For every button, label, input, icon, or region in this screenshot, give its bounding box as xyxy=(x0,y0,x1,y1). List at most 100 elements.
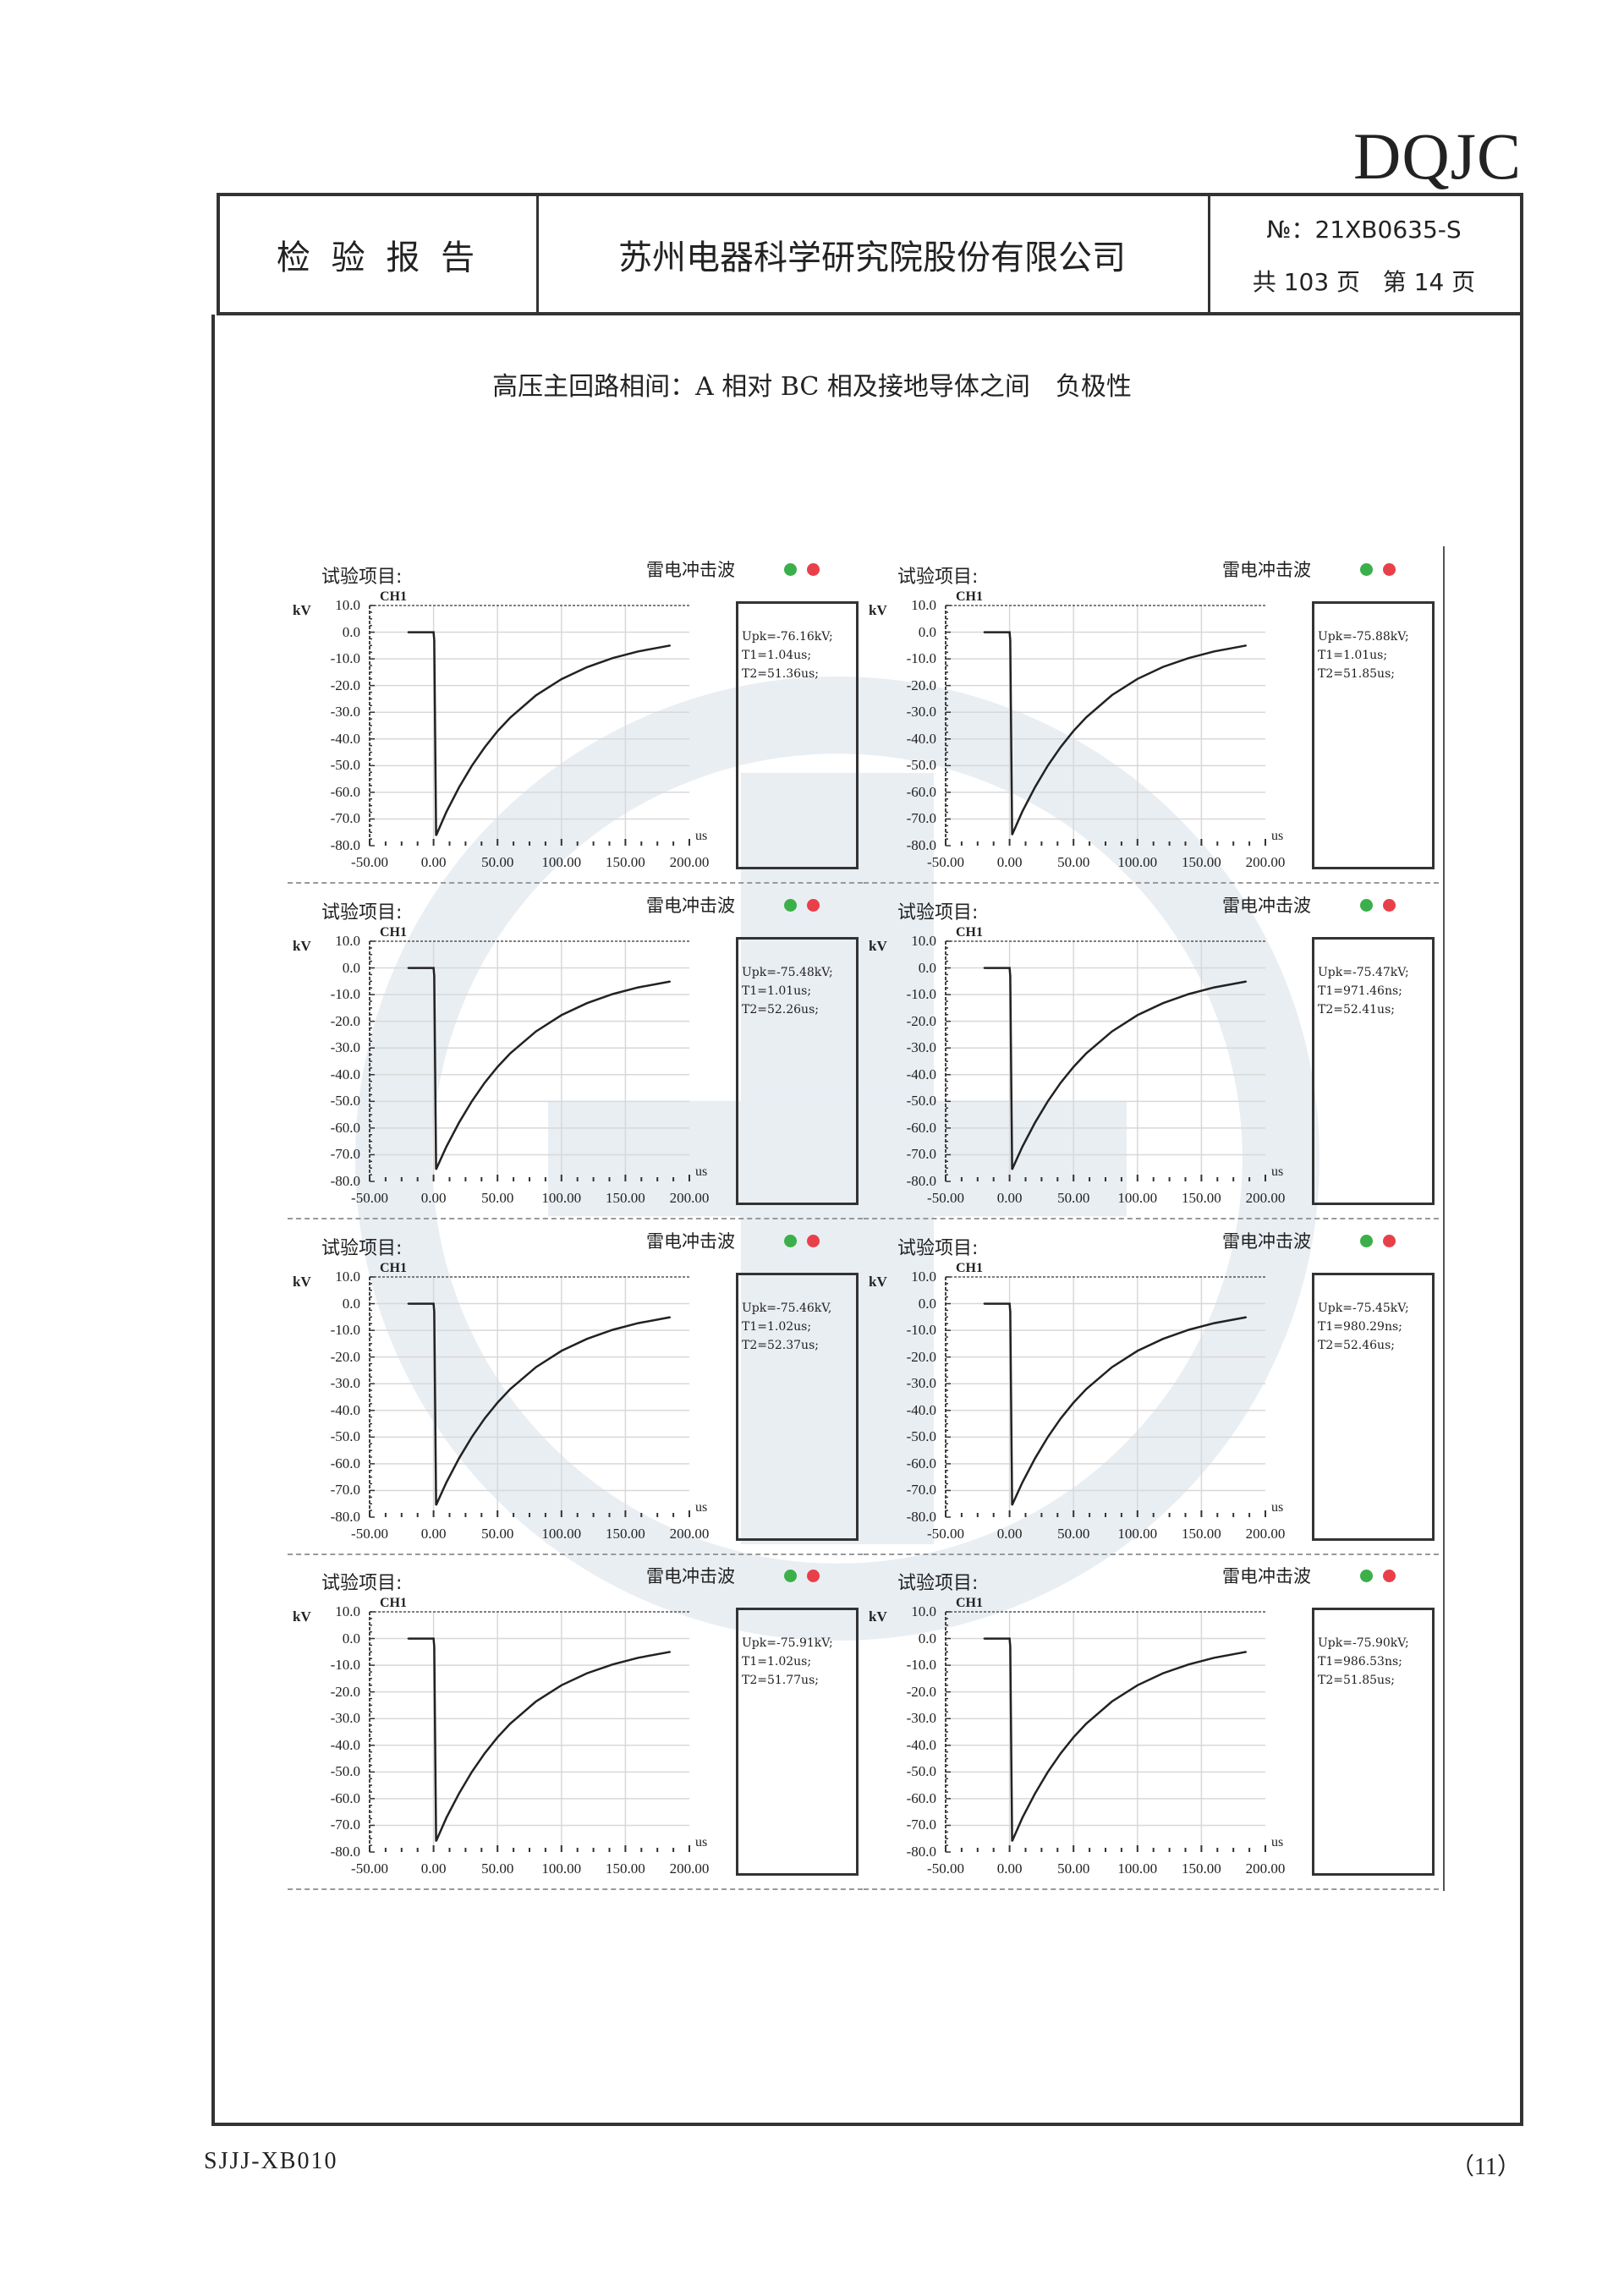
waveform-point xyxy=(586,1002,588,1005)
x-tick-label: 100.00 xyxy=(541,854,582,870)
waveform-point xyxy=(669,1651,672,1653)
waveform-point xyxy=(1085,1052,1088,1055)
waveform-point xyxy=(432,631,435,633)
channel-label: CH1 xyxy=(956,589,983,604)
waveform-point xyxy=(983,1302,985,1305)
result-line: T1=1.02us; xyxy=(742,1655,812,1669)
y-tick-label: -70.0 xyxy=(330,1482,360,1499)
waveform-point xyxy=(1009,1311,1012,1312)
y-tick-label: -50.0 xyxy=(330,1428,360,1445)
waveform-point xyxy=(1213,1657,1215,1659)
waveform-point xyxy=(433,975,436,977)
y-tick-label: -70.0 xyxy=(330,1146,360,1163)
x-tick-label: 150.00 xyxy=(1182,854,1221,870)
status-red-icon xyxy=(1383,899,1396,912)
waveform-point xyxy=(1060,1082,1062,1084)
waveform-point xyxy=(497,1401,498,1404)
waveform-point xyxy=(484,1752,486,1755)
report-meta: №：21XB0635-S 共 103 页 第 14 页 xyxy=(1208,196,1520,312)
waveform-point xyxy=(1213,986,1215,989)
test-item-label: 试验项目: xyxy=(321,567,403,588)
waveform-trace xyxy=(984,631,1247,836)
waveform-point xyxy=(458,786,460,788)
y-tick-label: 10.0 xyxy=(335,933,360,949)
waveform-point xyxy=(637,986,639,989)
result-box: Upk=-76.16kV; T1=1.04us; T2=51.36us; xyxy=(736,601,859,869)
waveform-point xyxy=(1009,639,1012,641)
y-tick-label: -30.0 xyxy=(330,1710,360,1727)
waveform-plot xyxy=(369,940,690,1182)
wave-type-label: 雷电冲击波 xyxy=(646,560,735,580)
waveform-point xyxy=(1085,1723,1088,1725)
waveform-point xyxy=(535,1366,537,1368)
y-tick-label: -30.0 xyxy=(330,1039,360,1056)
waveform-point xyxy=(1034,1121,1036,1124)
x-tick-label: 50.00 xyxy=(1057,854,1090,870)
waveform-point xyxy=(509,1052,512,1055)
y-tick-label: -60.0 xyxy=(330,1119,360,1136)
y-tick-label: -40.0 xyxy=(906,1736,936,1753)
result-line: T2=51.36us; xyxy=(742,667,819,681)
waveform-point xyxy=(1060,1752,1062,1755)
waveform-point xyxy=(1060,746,1062,748)
waveform-point xyxy=(433,1311,436,1312)
y-tick-label: 0.0 xyxy=(918,623,936,640)
x-tick-label: 100.00 xyxy=(1117,1190,1158,1206)
status-red-icon xyxy=(807,899,820,912)
waveform-trace xyxy=(408,631,671,836)
result-box: Upk=-75.91kV; T1=1.02us; T2=51.77us; xyxy=(736,1608,859,1876)
waveform-panel: 试验项目: 雷电冲击波 CH1 kV us 10.0 0.0 -10.0 -20.0 -30.0 -… xyxy=(288,546,863,884)
y-tick-label: 0.0 xyxy=(918,1295,936,1312)
y-axis-unit: kV xyxy=(293,602,311,618)
y-tick-label: 10.0 xyxy=(911,1603,936,1619)
report-header: 检 验 报 告 苏州电器科学研究院股份有限公司 №：21XB0635-S 共 1… xyxy=(217,193,1523,315)
waveform-point xyxy=(497,730,498,732)
wave-type-label: 雷电冲击波 xyxy=(1222,1566,1311,1586)
y-tick-label: -30.0 xyxy=(906,704,936,721)
waveform-point xyxy=(637,650,639,653)
y-tick-label: -10.0 xyxy=(906,1322,936,1339)
y-tick-label: 10.0 xyxy=(911,1269,936,1285)
x-tick-label: 0.00 xyxy=(420,854,447,870)
y-tick-label: -10.0 xyxy=(330,650,360,667)
result-line: Upk=-75.46kV, xyxy=(742,1301,832,1315)
status-green-icon xyxy=(784,899,797,912)
result-line: T1=986.53ns; xyxy=(1318,1655,1402,1669)
y-tick-label: -40.0 xyxy=(330,1401,360,1418)
x-tick-label: 50.00 xyxy=(1057,1526,1090,1542)
waveform-point xyxy=(1137,1684,1138,1686)
y-tick-label: -30.0 xyxy=(906,1039,936,1056)
waveform-point xyxy=(471,1100,473,1102)
waveform-point xyxy=(1008,631,1011,633)
waveform-point xyxy=(586,1672,588,1674)
waveform-point xyxy=(497,1066,498,1068)
y-axis-unit: kV xyxy=(293,1608,311,1625)
waveform-point xyxy=(1245,1316,1248,1318)
y-tick-label: 0.0 xyxy=(918,959,936,976)
waveform-point xyxy=(1011,1168,1013,1170)
waveform-point xyxy=(1008,1637,1011,1640)
waveform-point xyxy=(445,811,447,814)
waveform-point xyxy=(432,1637,435,1640)
x-tick-label: 100.00 xyxy=(541,1526,582,1542)
y-tick-label: -30.0 xyxy=(330,704,360,721)
wave-type-label: 雷电冲击波 xyxy=(646,1566,735,1586)
y-tick-label: -40.0 xyxy=(330,730,360,747)
wave-type-label: 雷电冲击波 xyxy=(1222,896,1311,916)
x-axis-unit: us xyxy=(1271,1164,1284,1179)
result-line: T2=52.37us; xyxy=(742,1339,819,1352)
waveform-point xyxy=(1111,1030,1113,1033)
waveform-plot xyxy=(369,605,690,847)
x-tick-label: 150.00 xyxy=(606,854,645,870)
status-red-icon xyxy=(1383,1570,1396,1582)
result-line: T1=980.29ns; xyxy=(1318,1320,1402,1334)
y-tick-label: -40.0 xyxy=(330,1736,360,1753)
waveform-point xyxy=(535,1701,537,1702)
page-subtitle: 高压主回路相间：A 相对 BC 相及接地导体之间 负极性 xyxy=(492,372,1132,402)
result-box: Upk=-75.46kV, T1=1.02us; T2=52.37us; xyxy=(736,1273,859,1541)
waveform-point xyxy=(612,1329,614,1331)
waveform-point xyxy=(1162,666,1164,668)
x-tick-label: 150.00 xyxy=(1182,1526,1221,1542)
x-tick-label: 200.00 xyxy=(1245,1860,1286,1877)
waveform-point xyxy=(561,1014,562,1016)
